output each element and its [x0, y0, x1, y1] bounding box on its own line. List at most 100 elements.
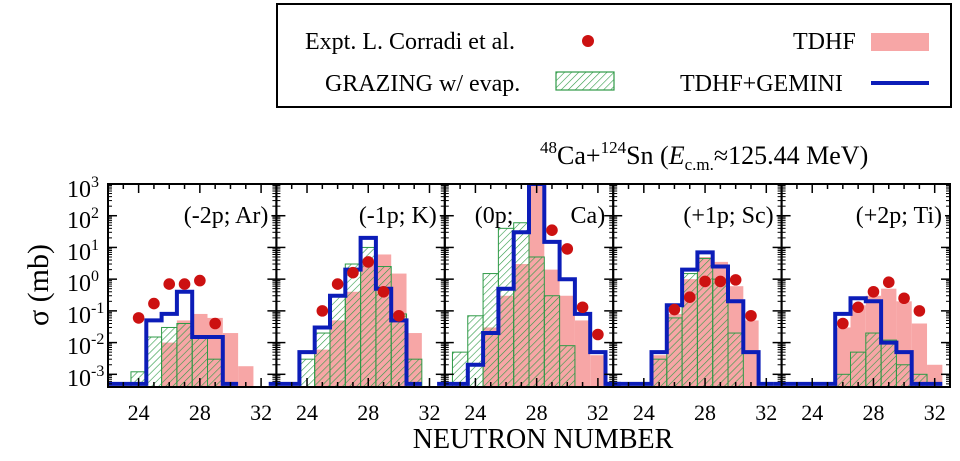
grazing-bar — [329, 295, 346, 387]
y-tick-label: 10-1 — [67, 300, 104, 329]
legend-swatch-grazing — [555, 71, 615, 91]
grazing-bar — [482, 273, 499, 387]
tdhf-bar — [574, 320, 591, 387]
reaction-energy-symbol: E — [668, 141, 685, 170]
grazing-bar — [528, 256, 545, 387]
expt-point — [316, 305, 329, 317]
x-tick-label: 32 — [755, 400, 777, 425]
y-tick-label: 102 — [67, 205, 99, 234]
expt-point — [898, 292, 910, 305]
panel-label-bg — [180, 203, 272, 229]
expt-point — [699, 275, 711, 288]
x-tick-label: 32 — [587, 400, 609, 425]
x-tick-label: 28 — [189, 400, 211, 425]
panel-label: (-1p; K) — [359, 203, 437, 229]
expt-point — [683, 291, 696, 303]
panel-label: (+2p; Ti) — [856, 203, 942, 229]
gemini-line — [773, 296, 943, 386]
grazing-bar — [727, 332, 744, 387]
expt-point — [837, 317, 849, 330]
reaction-e2: Sn — [626, 141, 653, 170]
expt-point — [561, 243, 574, 255]
x-tick-label: 32 — [924, 400, 946, 425]
reaction-a1: 48 — [540, 138, 557, 157]
panel — [437, 184, 621, 387]
tdhf-bar — [835, 327, 851, 387]
grazing-bar — [513, 222, 530, 387]
x-tick-label: 28 — [862, 400, 884, 425]
grazing-bar — [451, 351, 469, 387]
grazing-bar — [712, 278, 729, 387]
grazing-bar — [497, 227, 515, 387]
panel-label: (+1p; Sc) — [683, 203, 773, 229]
x-tick-label: 24 — [464, 400, 486, 425]
panel — [108, 274, 254, 387]
legend-marker-expt — [582, 35, 594, 47]
panel-label-bg — [680, 203, 777, 229]
expt-point — [882, 276, 895, 289]
reaction-energy-value: ≈125.44 MeV) — [714, 141, 868, 170]
reaction-e1: Ca — [557, 141, 586, 170]
reaction-plus: + — [586, 141, 601, 170]
expt-point — [913, 305, 926, 317]
expt-point — [178, 278, 191, 290]
tdhf-bar — [911, 323, 928, 387]
reaction-title: 48Ca+124Sn (Ec.m.≈125.44 MeV) — [540, 138, 868, 174]
expt-point — [852, 301, 864, 314]
x-tick-label: 24 — [801, 400, 823, 425]
tdhf-bar — [238, 366, 254, 387]
x-tick-label: 28 — [357, 400, 379, 425]
reaction-energy-sub: c.m. — [685, 155, 714, 174]
grazing-bar — [880, 339, 897, 387]
gemini-line — [108, 289, 239, 386]
reaction-a2: 124 — [601, 138, 627, 157]
expt-point — [546, 224, 558, 236]
legend: Expt. L. Corradi et al. TDHF GRAZING w/ … — [276, 3, 952, 108]
x-tick-label: 28 — [526, 400, 548, 425]
y-tick-label: 103 — [67, 174, 99, 203]
panel-label-bg — [355, 203, 440, 229]
legend-label-expt: Expt. L. Corradi et al. — [305, 29, 515, 55]
panel-frame — [780, 183, 951, 388]
tdhf-bar — [927, 364, 943, 387]
x-tick-label: 32 — [418, 400, 440, 425]
panel-label: (0p; — [475, 203, 514, 229]
legend-label-grazing: GRAZING w/ evap. — [325, 71, 520, 97]
expt-point — [377, 285, 390, 298]
expt-point — [347, 266, 359, 279]
expt-point — [592, 328, 604, 341]
tdhf-bar — [222, 333, 239, 387]
x-tick-label: 24 — [128, 400, 150, 425]
expt-point — [331, 278, 344, 290]
expt-point — [194, 274, 206, 287]
expt-point — [362, 256, 375, 268]
expt-point — [729, 274, 742, 286]
grazing-bar — [390, 313, 408, 387]
panel-label-bg — [852, 203, 945, 229]
grazing-bar — [559, 345, 576, 387]
grazing-bar — [145, 336, 163, 387]
expt-point — [576, 301, 589, 314]
gemini-line — [605, 250, 774, 386]
y-tick-label: 100 — [67, 268, 99, 297]
panel-label: (-2p; Ar) — [184, 203, 269, 229]
panel — [268, 235, 423, 387]
legend-label-gemini: TDHF+GEMINI — [680, 71, 843, 97]
grazing-bar — [543, 295, 561, 387]
legend-swatch-tdhf — [871, 33, 929, 51]
y-tick-labels: 103 102 101 100 10-1 10-2 10-3 — [67, 174, 104, 392]
y-tick-label: 10-2 — [67, 331, 104, 360]
grazing-bar — [360, 246, 377, 387]
grazing-bar — [849, 351, 867, 387]
x-tick-label: 28 — [694, 400, 716, 425]
grazing-bar — [467, 315, 484, 387]
panels: 24 28 32 (-2p; Ar) 24 28 32 (-1p; K) 24 28 32 (0p; C… — [107, 183, 951, 425]
y-axis-title: σ (mb) — [22, 244, 55, 326]
y-tick-label: 10-3 — [67, 363, 104, 392]
expt-point — [163, 278, 176, 290]
expt-point — [867, 285, 880, 298]
expt-point — [745, 309, 757, 322]
x-tick-label: 24 — [633, 400, 655, 425]
grazing-bar — [666, 317, 683, 387]
